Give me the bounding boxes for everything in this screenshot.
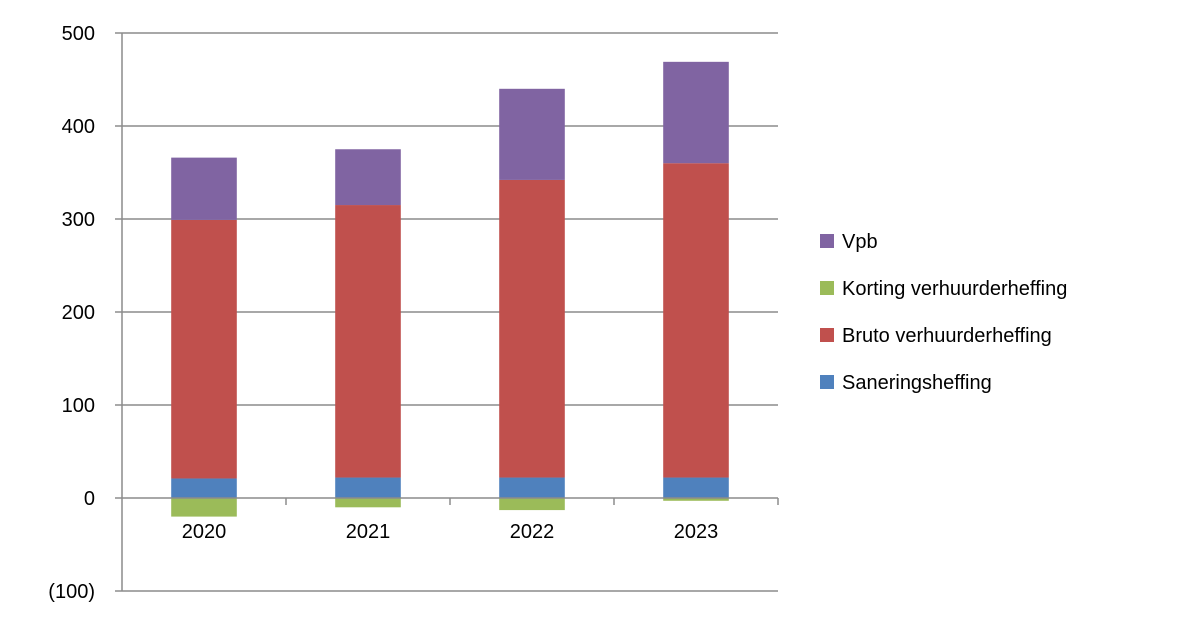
bar-korting-verhuurderheffing-2022 — [499, 498, 565, 511]
bar-bruto-verhuurderheffing-2020 — [171, 219, 237, 479]
legend-swatch — [820, 234, 834, 248]
legend-label: Korting verhuurderheffing — [842, 278, 1067, 300]
bars — [171, 61, 729, 517]
bar-bruto-verhuurderheffing-2021 — [335, 205, 401, 478]
bar-saneringsheffing-2023 — [663, 477, 729, 498]
x-tick-label: 2023 — [674, 521, 719, 543]
bar-vpb-2021 — [335, 149, 401, 206]
y-tick-label: 0 — [84, 488, 95, 510]
x-axis-tick-labels: 2020 2021 2022 2023 — [182, 521, 719, 543]
bar-vpb-2023 — [663, 61, 729, 164]
bar-vpb-2022 — [499, 88, 565, 180]
bar-saneringsheffing-2021 — [335, 477, 401, 498]
bar-saneringsheffing-2020 — [171, 478, 237, 498]
bar-bruto-verhuurderheffing-2022 — [499, 179, 565, 478]
legend-label: Bruto verhuurderheffing — [842, 325, 1052, 347]
bar-saneringsheffing-2022 — [499, 477, 565, 498]
bar-korting-verhuurderheffing-2021 — [335, 498, 401, 508]
legend-swatch — [820, 328, 834, 342]
axes — [115, 32, 779, 592]
y-axis-tick-labels: 500 400 300 200 100 0 (100) — [48, 23, 95, 603]
legend: Vpb Korting verhuurderheffing Bruto verhuu… — [820, 231, 1067, 394]
x-tick-label: 2021 — [346, 521, 391, 543]
legend-label: Saneringsheffing — [842, 372, 992, 394]
legend-swatch — [820, 281, 834, 295]
bar-bruto-verhuurderheffing-2023 — [663, 163, 729, 478]
bar-korting-verhuurderheffing-2023 — [663, 498, 729, 501]
y-tick-label: 100 — [62, 395, 95, 417]
legend-label: Vpb — [842, 231, 878, 253]
y-tick-label: 300 — [62, 209, 95, 231]
x-tick-label: 2022 — [510, 521, 555, 543]
legend-swatch — [820, 375, 834, 389]
y-tick-label: 400 — [62, 116, 95, 138]
bar-korting-verhuurderheffing-2020 — [171, 498, 237, 517]
y-tick-label: 200 — [62, 302, 95, 324]
x-tick-label: 2020 — [182, 521, 227, 543]
y-tick-label: 500 — [62, 23, 95, 45]
bar-vpb-2020 — [171, 157, 237, 220]
y-tick-label: (100) — [48, 581, 95, 603]
